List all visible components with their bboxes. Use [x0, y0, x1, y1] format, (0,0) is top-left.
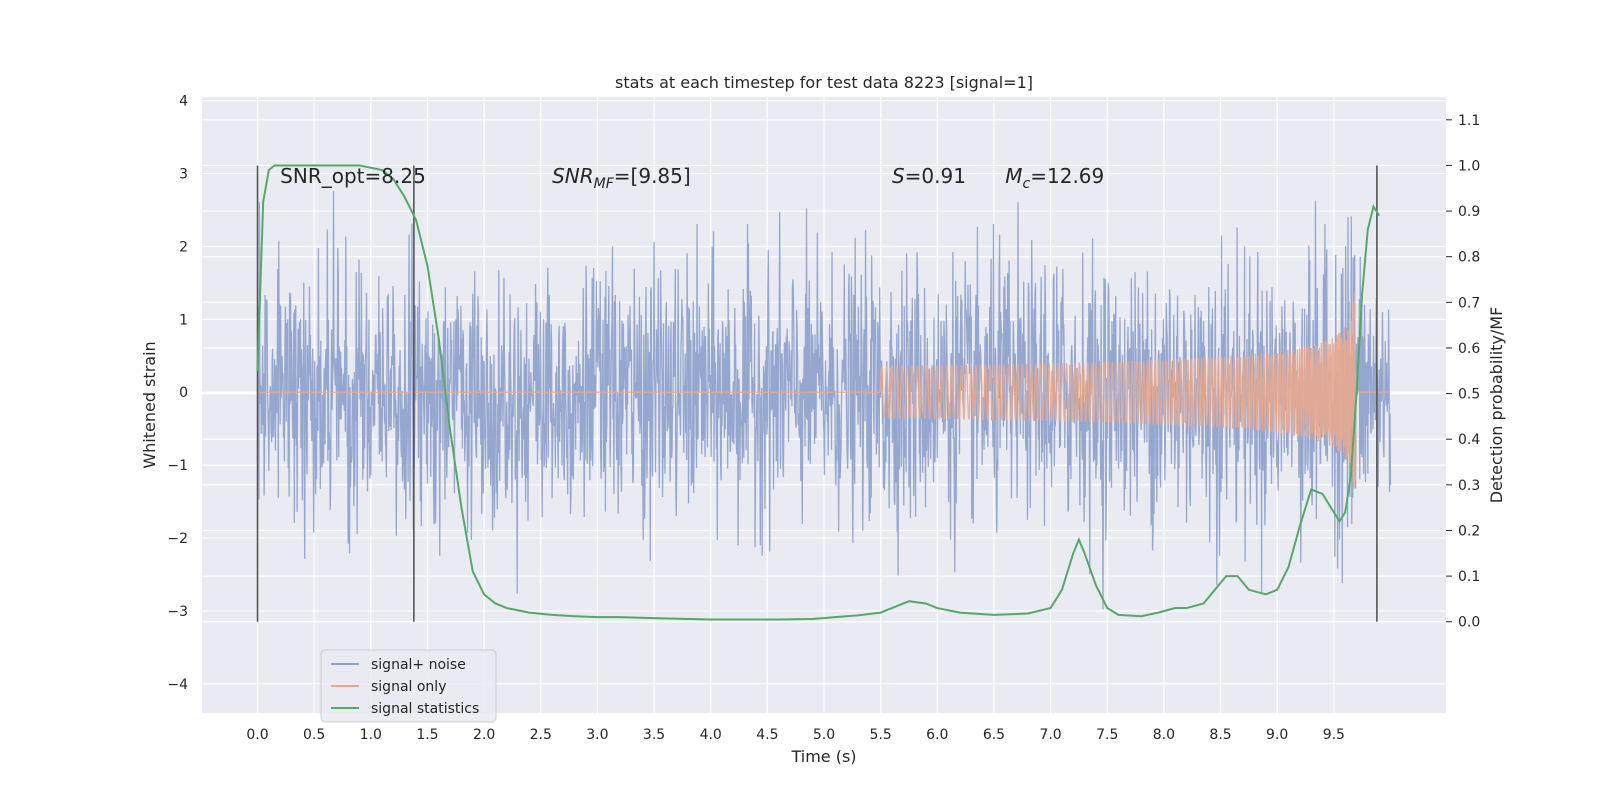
annotation-snr-opt: SNR_opt=8.25: [280, 164, 426, 188]
annotation-s: S=0.91: [892, 164, 966, 188]
annotation-mc: Mc=12.69: [1005, 164, 1104, 192]
y-tick-label: −2: [167, 531, 188, 547]
y-tick-label: 2: [179, 239, 188, 255]
x-tick-label: 4.5: [756, 727, 778, 743]
chart-title: stats at each timestep for test data 822…: [615, 73, 1033, 92]
data-layer: [256, 164, 1392, 622]
y-tick-label: 0: [179, 385, 188, 401]
y2-tick-label: 0.9: [1458, 204, 1480, 220]
x-tick-label: 8.0: [1153, 727, 1175, 743]
y2-tick-label: 0.0: [1458, 615, 1480, 631]
x-tick-label: 7.5: [1096, 727, 1118, 743]
x-tick-label: 6.5: [983, 727, 1005, 743]
annotations: SNR_opt=8.25 SNRMF=[9.85] S=0.91 Mc=12.69: [280, 164, 1104, 192]
y2-tick-label: 0.1: [1458, 569, 1480, 585]
y2-axis-label: Detection probability/MF: [1487, 307, 1506, 504]
y2-tick-label: 0.8: [1458, 250, 1480, 266]
annotation-snr-mf: SNRMF=[9.85]: [552, 164, 691, 192]
x-tick-label: 5.5: [870, 727, 892, 743]
legend-box: [320, 649, 497, 723]
series-signal-statistics: [256, 164, 1380, 621]
y2-tick-label: 0.3: [1458, 478, 1480, 494]
ticks: 0.0 0.5 1.0 1.5 2.0 2.5 3.0 3.5 4.0 4.5 5.0 5.5 6.0 6…: [167, 94, 1480, 743]
x-tick-label: 4.0: [700, 727, 722, 743]
x-tick-label: 5.0: [813, 727, 835, 743]
y2-tick-label: 0.6: [1458, 341, 1480, 357]
legend-label: signal+ noise: [371, 657, 466, 673]
y2-tick-label: 0.7: [1458, 295, 1480, 311]
legend-label: signal only: [371, 679, 446, 695]
x-tick-label: 9.5: [1323, 727, 1345, 743]
y-tick-label: −4: [167, 677, 188, 693]
x-axis-label: Time (s): [790, 747, 856, 766]
y2-tick-label: 0.4: [1458, 432, 1480, 448]
x-tick-label: 6.0: [926, 727, 948, 743]
x-tick-label: 7.0: [1039, 727, 1061, 743]
y-axis-label: Whitened strain: [140, 341, 159, 468]
y-tick-label: 4: [179, 94, 188, 110]
x-tick-label: 3.5: [643, 727, 665, 743]
y-tick-label: 3: [179, 167, 188, 183]
y2-tick-label: 1.1: [1458, 113, 1480, 129]
y2-tick-label: 1.0: [1458, 158, 1480, 174]
legend: signal+ noise signal only signal statistic…: [320, 649, 497, 723]
x-tick-label: 9.0: [1266, 727, 1288, 743]
x-tick-label: 3.0: [586, 727, 608, 743]
y-tick-label: −3: [167, 604, 188, 620]
y2-tick-label: 0.5: [1458, 387, 1480, 403]
x-tick-label: 1.0: [360, 727, 382, 743]
x-tick-label: 0.0: [246, 727, 268, 743]
x-tick-label: 1.5: [416, 727, 438, 743]
legend-label: signal statistics: [371, 701, 479, 717]
y-tick-label: 1: [179, 312, 188, 328]
y2-tick-label: 0.2: [1458, 523, 1480, 539]
x-tick-label: 0.5: [303, 727, 325, 743]
x-tick-label: 8.5: [1209, 727, 1231, 743]
x-tick-label: 2.0: [473, 727, 495, 743]
x-tick-label: 2.5: [530, 727, 552, 743]
y-tick-label: −1: [167, 458, 188, 474]
